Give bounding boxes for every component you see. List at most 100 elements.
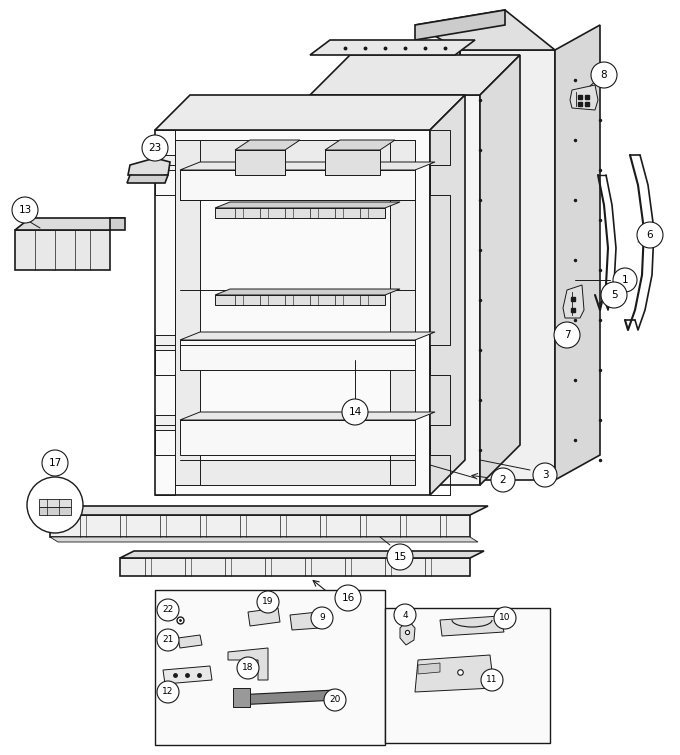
- Polygon shape: [180, 412, 435, 420]
- Polygon shape: [390, 140, 415, 485]
- Circle shape: [12, 197, 38, 223]
- Polygon shape: [175, 460, 415, 485]
- Polygon shape: [180, 170, 415, 200]
- Text: 9: 9: [319, 614, 325, 623]
- Polygon shape: [50, 515, 470, 537]
- Text: 8: 8: [600, 70, 607, 80]
- Polygon shape: [480, 55, 520, 485]
- Polygon shape: [155, 590, 385, 745]
- Polygon shape: [15, 218, 125, 230]
- Circle shape: [311, 607, 333, 629]
- Polygon shape: [235, 140, 300, 150]
- Polygon shape: [110, 218, 125, 230]
- Circle shape: [157, 629, 179, 651]
- Polygon shape: [235, 690, 338, 705]
- Polygon shape: [325, 140, 395, 150]
- Text: 21: 21: [163, 636, 173, 645]
- Polygon shape: [175, 140, 415, 170]
- Circle shape: [481, 669, 503, 691]
- Polygon shape: [440, 616, 504, 636]
- Text: 20: 20: [329, 695, 341, 704]
- Polygon shape: [310, 95, 480, 485]
- Polygon shape: [248, 608, 280, 626]
- Circle shape: [533, 463, 557, 487]
- Polygon shape: [415, 10, 505, 40]
- Text: 15: 15: [393, 552, 407, 562]
- Polygon shape: [385, 608, 550, 743]
- Text: 18: 18: [242, 664, 254, 673]
- Text: 10: 10: [499, 614, 511, 623]
- Polygon shape: [215, 202, 400, 208]
- Text: 12: 12: [163, 688, 173, 697]
- Polygon shape: [175, 140, 200, 485]
- Polygon shape: [155, 335, 175, 350]
- Circle shape: [601, 282, 627, 308]
- Text: 4: 4: [402, 611, 408, 620]
- Circle shape: [157, 599, 179, 621]
- Circle shape: [27, 477, 83, 533]
- Circle shape: [494, 607, 516, 629]
- Polygon shape: [39, 507, 71, 515]
- Circle shape: [394, 604, 416, 626]
- Text: 19: 19: [262, 597, 274, 606]
- Text: 22: 22: [163, 606, 173, 615]
- Polygon shape: [215, 289, 400, 295]
- Polygon shape: [120, 551, 484, 558]
- Polygon shape: [215, 208, 385, 218]
- Polygon shape: [155, 130, 430, 495]
- Polygon shape: [215, 295, 385, 305]
- Text: 16: 16: [341, 593, 355, 603]
- Polygon shape: [228, 648, 268, 680]
- Text: 6: 6: [647, 230, 653, 240]
- Text: 23: 23: [148, 143, 162, 153]
- Circle shape: [591, 62, 617, 88]
- Polygon shape: [235, 150, 285, 175]
- Polygon shape: [563, 285, 584, 318]
- Polygon shape: [325, 150, 380, 175]
- Text: 7: 7: [564, 330, 571, 340]
- Circle shape: [42, 450, 68, 476]
- Polygon shape: [570, 85, 598, 110]
- Polygon shape: [400, 620, 415, 645]
- Polygon shape: [460, 50, 555, 480]
- Polygon shape: [155, 95, 465, 130]
- Circle shape: [237, 657, 259, 679]
- Polygon shape: [128, 158, 170, 178]
- Circle shape: [142, 135, 168, 161]
- Polygon shape: [155, 415, 175, 430]
- Polygon shape: [120, 558, 470, 576]
- Polygon shape: [430, 95, 465, 495]
- Polygon shape: [180, 162, 435, 170]
- Text: 14: 14: [348, 407, 362, 417]
- Text: 3: 3: [542, 470, 548, 480]
- Polygon shape: [178, 635, 202, 648]
- Circle shape: [387, 544, 413, 570]
- Text: 1: 1: [622, 275, 628, 285]
- Circle shape: [342, 399, 368, 425]
- Polygon shape: [233, 688, 250, 707]
- Text: 17: 17: [48, 458, 62, 468]
- Polygon shape: [310, 55, 520, 95]
- Circle shape: [335, 585, 361, 611]
- Circle shape: [257, 591, 279, 613]
- Circle shape: [491, 468, 515, 492]
- Polygon shape: [180, 340, 415, 370]
- Circle shape: [554, 322, 580, 348]
- Polygon shape: [127, 175, 168, 183]
- Circle shape: [157, 681, 179, 703]
- Polygon shape: [555, 25, 600, 480]
- Text: 13: 13: [18, 205, 32, 215]
- Circle shape: [324, 689, 346, 711]
- Circle shape: [637, 222, 663, 248]
- Text: 5: 5: [611, 290, 617, 300]
- Polygon shape: [163, 666, 212, 684]
- Circle shape: [613, 268, 637, 292]
- Polygon shape: [415, 655, 494, 692]
- Text: 2: 2: [500, 475, 507, 485]
- Polygon shape: [310, 40, 475, 55]
- Polygon shape: [15, 230, 110, 270]
- Polygon shape: [155, 155, 175, 170]
- Polygon shape: [50, 506, 488, 515]
- Polygon shape: [290, 612, 320, 630]
- Polygon shape: [39, 499, 71, 507]
